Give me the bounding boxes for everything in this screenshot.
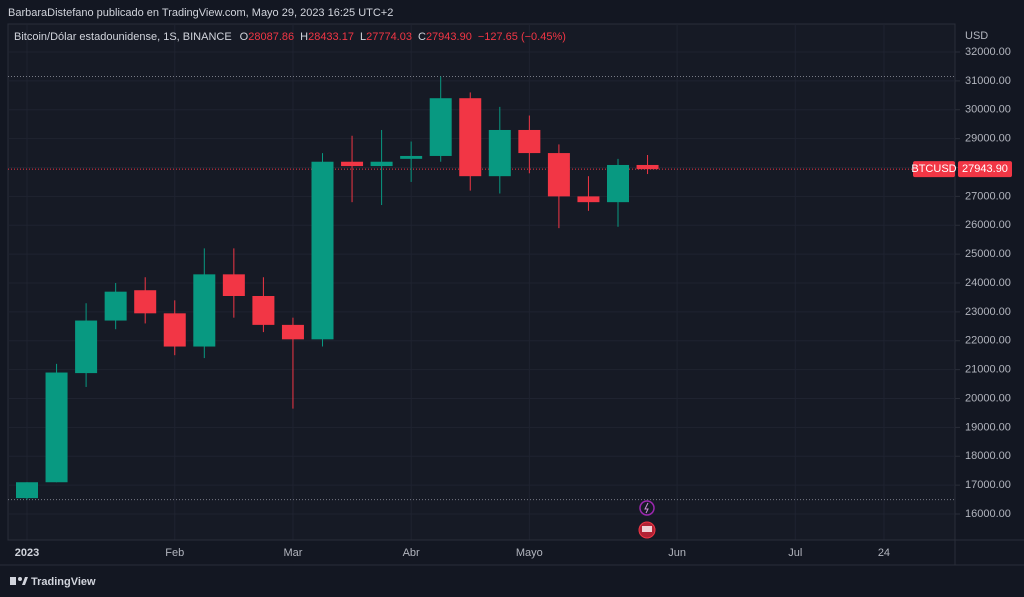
brand: TradingView — [31, 576, 96, 588]
candle-body — [163, 313, 186, 347]
legend-key: H — [300, 31, 308, 43]
price-tag-value: 27943.90 — [962, 163, 1008, 175]
candle-body — [311, 161, 334, 340]
y-tick-label: 26000.00 — [965, 219, 1011, 231]
y-tick-label: 30000.00 — [965, 104, 1011, 116]
y-tick-label: 19000.00 — [965, 421, 1011, 433]
y-tick-label: 18000.00 — [965, 450, 1011, 462]
candle-body — [429, 98, 452, 156]
y-tick-label: 25000.00 — [965, 248, 1011, 260]
event-icon — [644, 502, 649, 514]
candle-body — [45, 372, 68, 483]
logo-mark — [18, 577, 22, 581]
y-tick-label: 21000.00 — [965, 364, 1011, 376]
x-tick-label: Feb — [165, 547, 184, 559]
x-tick-label: Mar — [283, 547, 302, 559]
y-tick-label: 24000.00 — [965, 277, 1011, 289]
candle-body — [252, 296, 275, 325]
candle-body — [607, 164, 629, 203]
candle-body — [75, 320, 98, 374]
legend-value: 28433.17 — [308, 31, 354, 43]
y-tick-label: 16000.00 — [965, 508, 1011, 520]
candle-body — [104, 291, 127, 321]
plot-area — [7, 23, 956, 541]
y-tick-label: 27000.00 — [965, 190, 1011, 202]
candle-body — [222, 274, 245, 297]
candle-body — [518, 129, 541, 154]
x-tick-label: Jun — [668, 547, 686, 559]
candle-body — [400, 155, 423, 159]
flag-icon — [642, 526, 652, 532]
candle-body — [134, 290, 157, 314]
legend-key: C — [418, 31, 426, 43]
legend-key: O — [240, 31, 249, 43]
x-tick-label: Abr — [403, 547, 420, 559]
candle-body — [636, 164, 659, 170]
y-tick-label: 22000.00 — [965, 335, 1011, 347]
author: BarbaraDistefano publicado en TradingVie… — [8, 7, 393, 19]
y-tick-label: 23000.00 — [965, 306, 1011, 318]
price-tag — [958, 161, 1012, 178]
y-tick-label: 29000.00 — [965, 133, 1011, 145]
candle-body — [370, 161, 393, 167]
logo-mark — [10, 577, 16, 585]
x-tick-label: 2023 — [15, 547, 39, 559]
y-tick-label: 20000.00 — [965, 392, 1011, 404]
legend-value: 27774.03 — [366, 31, 412, 43]
candle-body — [16, 482, 38, 499]
logo: TradingView — [10, 576, 96, 588]
legend: Bitcoin/Dólar estadounidense, 1S, BINANC… — [14, 31, 566, 43]
y-tick-label: 17000.00 — [965, 479, 1011, 491]
candle-body — [577, 196, 600, 203]
legend-change: −127.65 (−0.45%) — [478, 31, 566, 43]
x-tick-label: 24 — [878, 547, 890, 559]
candle-body — [459, 98, 482, 177]
legend-key: L — [360, 31, 366, 43]
legend-value: 28087.86 — [248, 31, 294, 43]
chart-title: Bitcoin/Dólar estadounidense, 1S, BINANC… — [14, 31, 232, 43]
x-tick-label: Jul — [788, 547, 802, 559]
logo-mark — [22, 577, 28, 585]
y-axis-label: USD — [965, 30, 988, 42]
price-tag — [913, 161, 955, 178]
x-tick-label: Mayo — [516, 547, 543, 559]
candle-body — [341, 161, 364, 167]
icons — [638, 500, 656, 539]
event-icon — [639, 500, 655, 516]
y-tick-label: 31000.00 — [965, 75, 1011, 87]
candle-body — [547, 153, 570, 197]
legend-value: 27943.90 — [426, 31, 472, 43]
candle-body — [488, 129, 511, 177]
candle-body — [193, 274, 216, 347]
y-tick-label: 32000.00 — [965, 46, 1011, 58]
candle-body — [281, 324, 304, 340]
price-tag-name: BTCUSD — [911, 163, 956, 175]
